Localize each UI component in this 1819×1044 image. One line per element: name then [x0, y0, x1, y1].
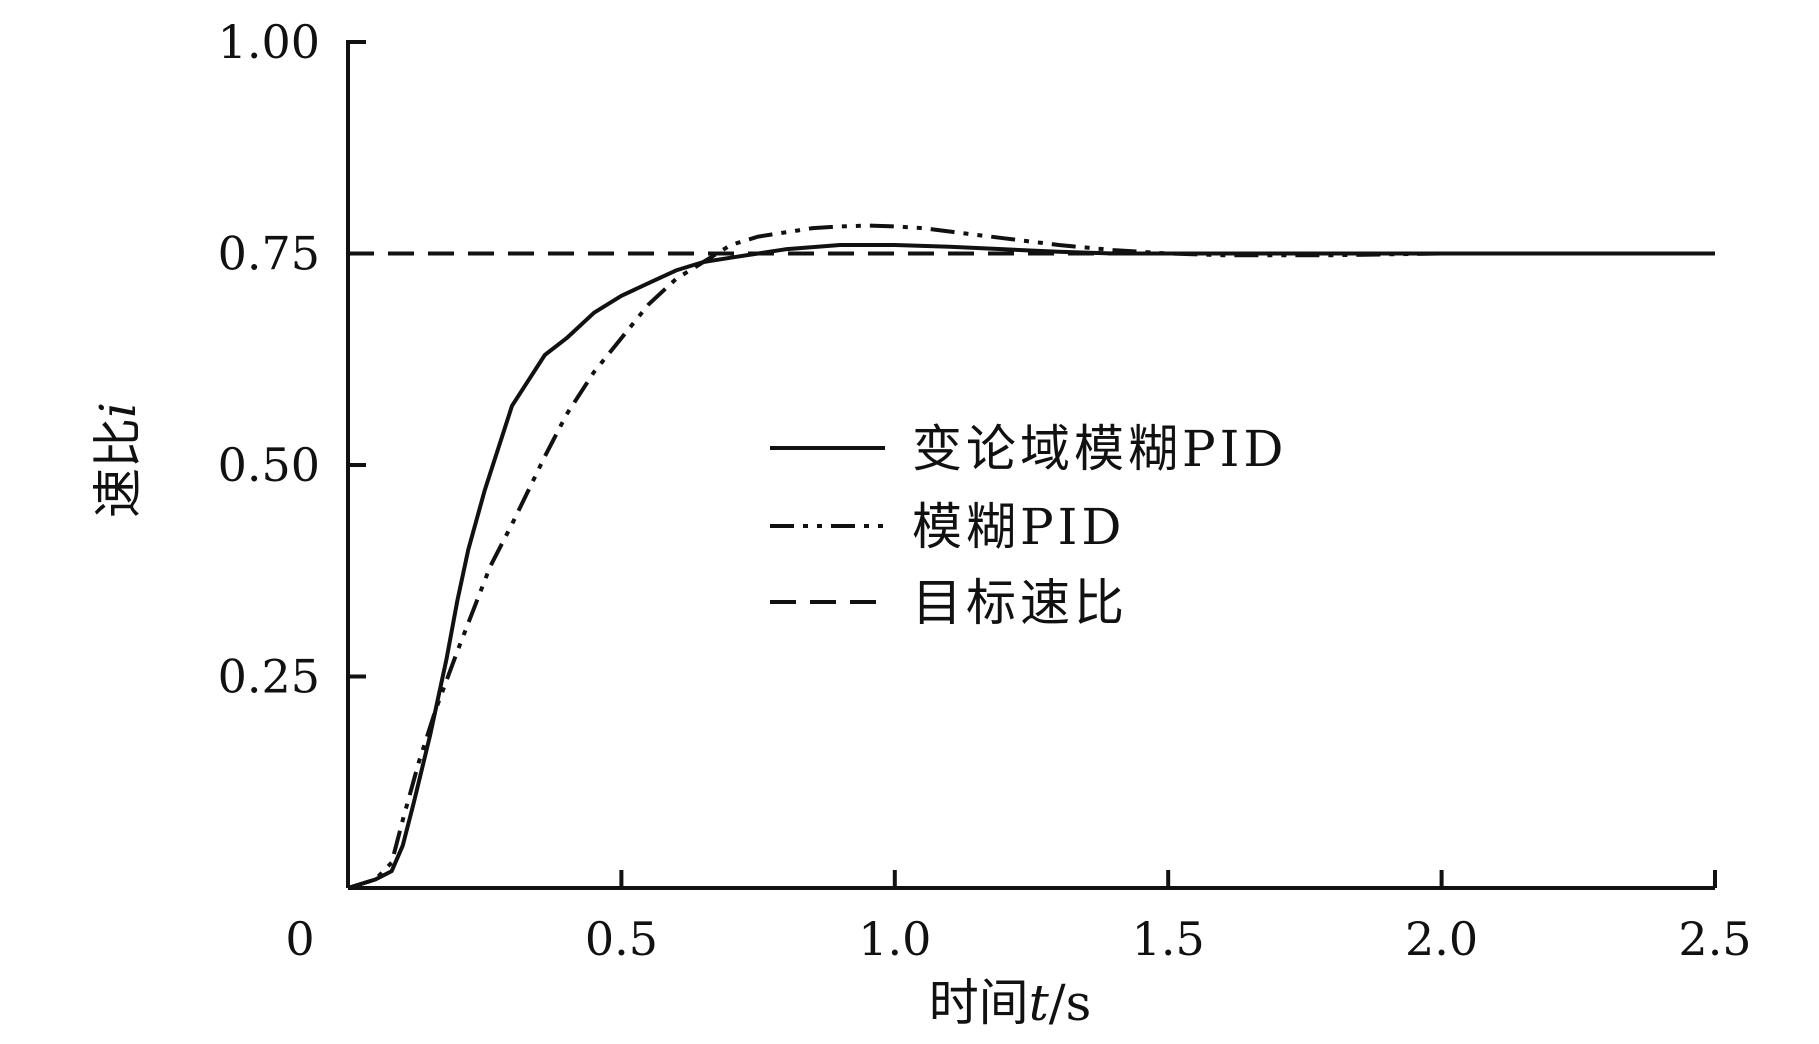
- legend-label-2: 目标速比: [912, 574, 1128, 632]
- y-ticks: 0.25 0.50 0.75 1.00: [218, 15, 366, 704]
- x-tick-label-5: 2.5: [1678, 912, 1751, 966]
- x-tick-label-1: 0.5: [585, 912, 658, 966]
- legend-label-1: 模糊PID: [912, 498, 1125, 556]
- x-tick-label-3: 1.5: [1132, 912, 1205, 966]
- x-ticks: 0 0.5 1.0 1.5 2.0 2.5: [285, 870, 1752, 966]
- x-tick-label-0: 0: [285, 912, 314, 966]
- y-axis-label: 速比i: [89, 402, 147, 518]
- y-tick-label-0: 0.25: [218, 650, 320, 704]
- x-axis-label-var: t: [1029, 974, 1050, 1032]
- x-axis-label: 时间t/s: [929, 974, 1092, 1032]
- y-tick-label-1: 0.50: [218, 438, 320, 492]
- x-axis-label-unit: /s: [1049, 974, 1092, 1032]
- series-line-1: [347, 223, 1715, 890]
- x-tick-label-2: 1.0: [858, 912, 931, 966]
- legend-label-0: 变论域模糊PID: [912, 420, 1287, 478]
- series-group: [347, 223, 1715, 890]
- y-tick-label-2: 0.75: [218, 227, 320, 281]
- x-tick-label-4: 2.0: [1405, 912, 1478, 966]
- y-tick-label-3: 1.00: [218, 15, 320, 69]
- y-axis-label-prefix: 速比: [89, 418, 147, 518]
- y-axis-label-var: i: [89, 402, 147, 418]
- series-line-0: [347, 243, 1715, 890]
- legend: 变论域模糊PID 模糊PID 目标速比: [770, 420, 1287, 632]
- x-axis-label-prefix: 时间: [929, 974, 1029, 1032]
